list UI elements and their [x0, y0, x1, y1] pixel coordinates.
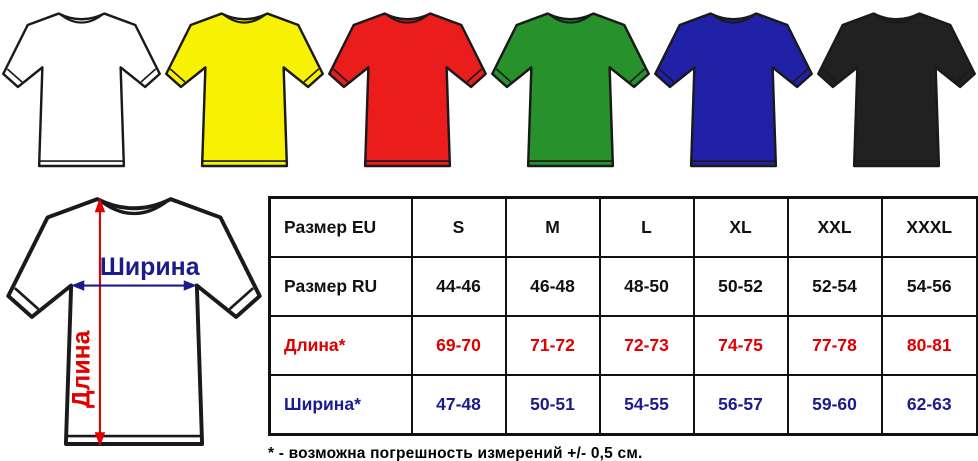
tshirt-color-row: [0, 2, 978, 182]
size-ru-cell: 52-54: [786, 256, 883, 317]
table-row-length: Длина* 69-70 71-72 72-73 74-75 77-78 80-…: [268, 315, 978, 376]
length-cell: 74-75: [692, 315, 789, 376]
width-cell: 56-57: [692, 374, 789, 436]
size-eu-cell: S: [410, 196, 507, 258]
size-ru-cell: 46-48: [504, 256, 601, 317]
length-arrow: [94, 197, 106, 447]
width-cell: 47-48: [410, 374, 507, 436]
blue-tshirt-image: [652, 2, 815, 180]
table-row-width: Ширина* 47-48 50-51 54-55 56-57 59-60 62…: [268, 374, 978, 436]
measurement-tshirt-image: [8, 199, 259, 444]
length-cell: 77-78: [786, 315, 883, 376]
row-header-width: Ширина*: [268, 374, 413, 436]
row-header-size-eu: Размер EU: [268, 196, 413, 258]
size-eu-cell: XL: [692, 196, 789, 258]
width-cell: 59-60: [786, 374, 883, 436]
table-row-size-eu: Размер EU S M L XL XXL XXXL: [268, 196, 978, 258]
width-cell: 50-51: [504, 374, 601, 436]
measurement-footnote: * - возможна погрешность измерений +/- 0…: [268, 445, 643, 461]
red-tshirt-image: [326, 2, 489, 180]
width-arrow-label: Ширина: [100, 253, 200, 281]
black-tshirt-image: [815, 2, 978, 180]
size-ru-cell: 44-46: [410, 256, 507, 317]
length-cell: 80-81: [880, 315, 978, 376]
width-cell: 62-63: [880, 374, 978, 436]
row-header-length: Длина*: [268, 315, 413, 376]
length-arrow-label: Длина: [67, 330, 95, 408]
size-table: Размер EU S M L XL XXL XXXL Размер RU 44…: [268, 196, 978, 436]
table-row-size-ru: Размер RU 44-46 46-48 48-50 50-52 52-54 …: [268, 256, 978, 317]
size-table-section: Размер EU S M L XL XXL XXXL Размер RU 44…: [268, 196, 978, 461]
length-cell: 69-70: [410, 315, 507, 376]
size-eu-cell: L: [598, 196, 695, 258]
size-eu-cell: M: [504, 196, 601, 258]
white-tshirt-image: [0, 2, 163, 180]
size-eu-cell: XXL: [786, 196, 883, 258]
size-ru-cell: 54-56: [880, 256, 978, 317]
length-cell: 72-73: [598, 315, 695, 376]
size-eu-cell: XXXL: [880, 196, 978, 258]
yellow-tshirt-image: [163, 2, 326, 180]
size-ru-cell: 50-52: [692, 256, 789, 317]
green-tshirt-image: [489, 2, 652, 180]
length-cell: 71-72: [504, 315, 601, 376]
row-header-size-ru: Размер RU: [268, 256, 413, 317]
size-ru-cell: 48-50: [598, 256, 695, 317]
measurement-diagram: Ширина Длина: [0, 186, 268, 461]
width-cell: 54-55: [598, 374, 695, 436]
width-arrow: [71, 280, 197, 291]
